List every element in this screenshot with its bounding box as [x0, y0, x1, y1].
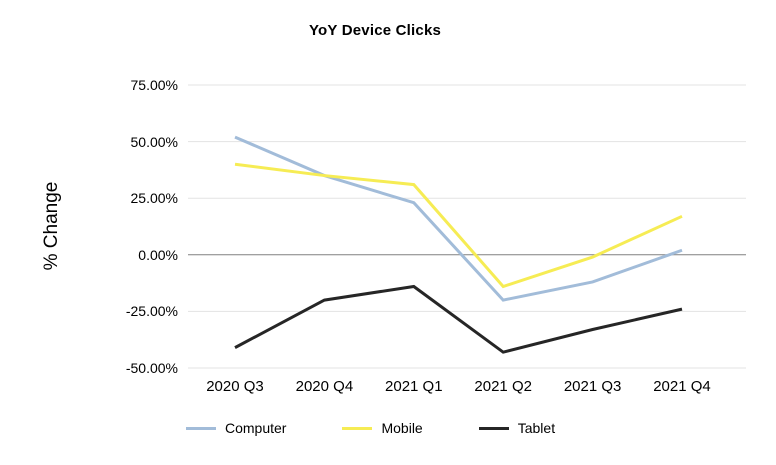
- legend-item-mobile: Mobile: [342, 420, 423, 436]
- x-tick-label: 2020 Q3: [206, 378, 264, 395]
- legend-label: Mobile: [381, 420, 423, 436]
- legend-swatch-computer: [186, 426, 216, 430]
- x-tick-label: 2021 Q1: [385, 378, 443, 395]
- y-tick-label: -25.00%: [125, 303, 178, 320]
- series-line-mobile: [234, 162, 683, 289]
- y-tick-label: 75.00%: [130, 77, 178, 93]
- series-line-computer: [234, 135, 683, 302]
- legend-swatch-tablet: [478, 426, 509, 430]
- y-tick-label: -50.00%: [125, 360, 178, 376]
- x-tick-label: 2020 Q4: [295, 378, 354, 395]
- x-tick-label: 2021 Q4: [653, 378, 711, 395]
- legend-swatch-mobile: [342, 426, 373, 430]
- series-line-tablet: [234, 284, 683, 354]
- legend-item-tablet: Tablet: [478, 420, 556, 436]
- y-tick-label: 50.00%: [130, 133, 178, 150]
- legend-item-computer: Computer: [186, 420, 286, 436]
- legend-label: Tablet: [517, 420, 556, 436]
- y-tick-label: 25.00%: [130, 190, 178, 207]
- legend-label: Computer: [225, 420, 287, 436]
- chart-title: YoY Device Clicks: [308, 22, 442, 39]
- x-tick-label: 2021 Q3: [563, 378, 622, 395]
- chart-legend: Computer Mobile Tablet: [186, 420, 555, 436]
- x-tick-label: 2021 Q2: [474, 378, 532, 395]
- y-tick-label: 0.00%: [138, 246, 178, 263]
